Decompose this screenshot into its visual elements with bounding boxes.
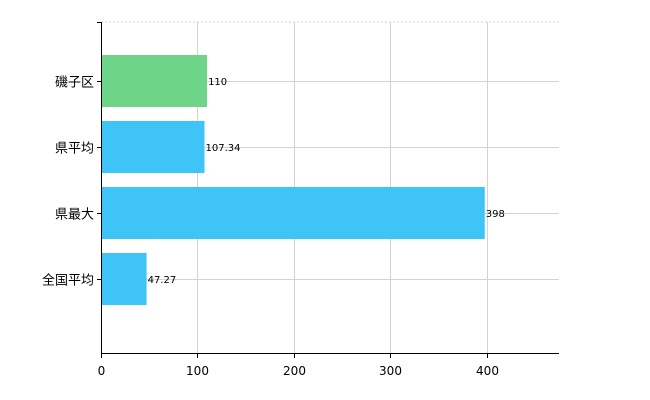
category-label: 全国平均	[42, 273, 94, 289]
x-tick-label: 300	[379, 364, 402, 378]
x-tick-label: 200	[283, 364, 306, 378]
data-label: 47.27	[148, 275, 177, 286]
x-tick-label: 100	[186, 364, 209, 378]
bar	[101, 55, 208, 107]
bar	[101, 121, 205, 173]
bar	[101, 253, 147, 305]
bar	[101, 187, 485, 239]
bars	[101, 55, 485, 305]
category-label: 磯子区	[55, 76, 94, 91]
axes	[97, 22, 559, 358]
data-label: 398	[486, 209, 505, 220]
data-label: 107.34	[205, 143, 240, 154]
category-label: 県平均	[55, 142, 94, 157]
data-label: 110	[208, 77, 227, 88]
category-label: 県最大	[55, 208, 94, 223]
x-tick-label: 400	[476, 364, 499, 378]
x-tick-label: 0	[98, 364, 106, 378]
